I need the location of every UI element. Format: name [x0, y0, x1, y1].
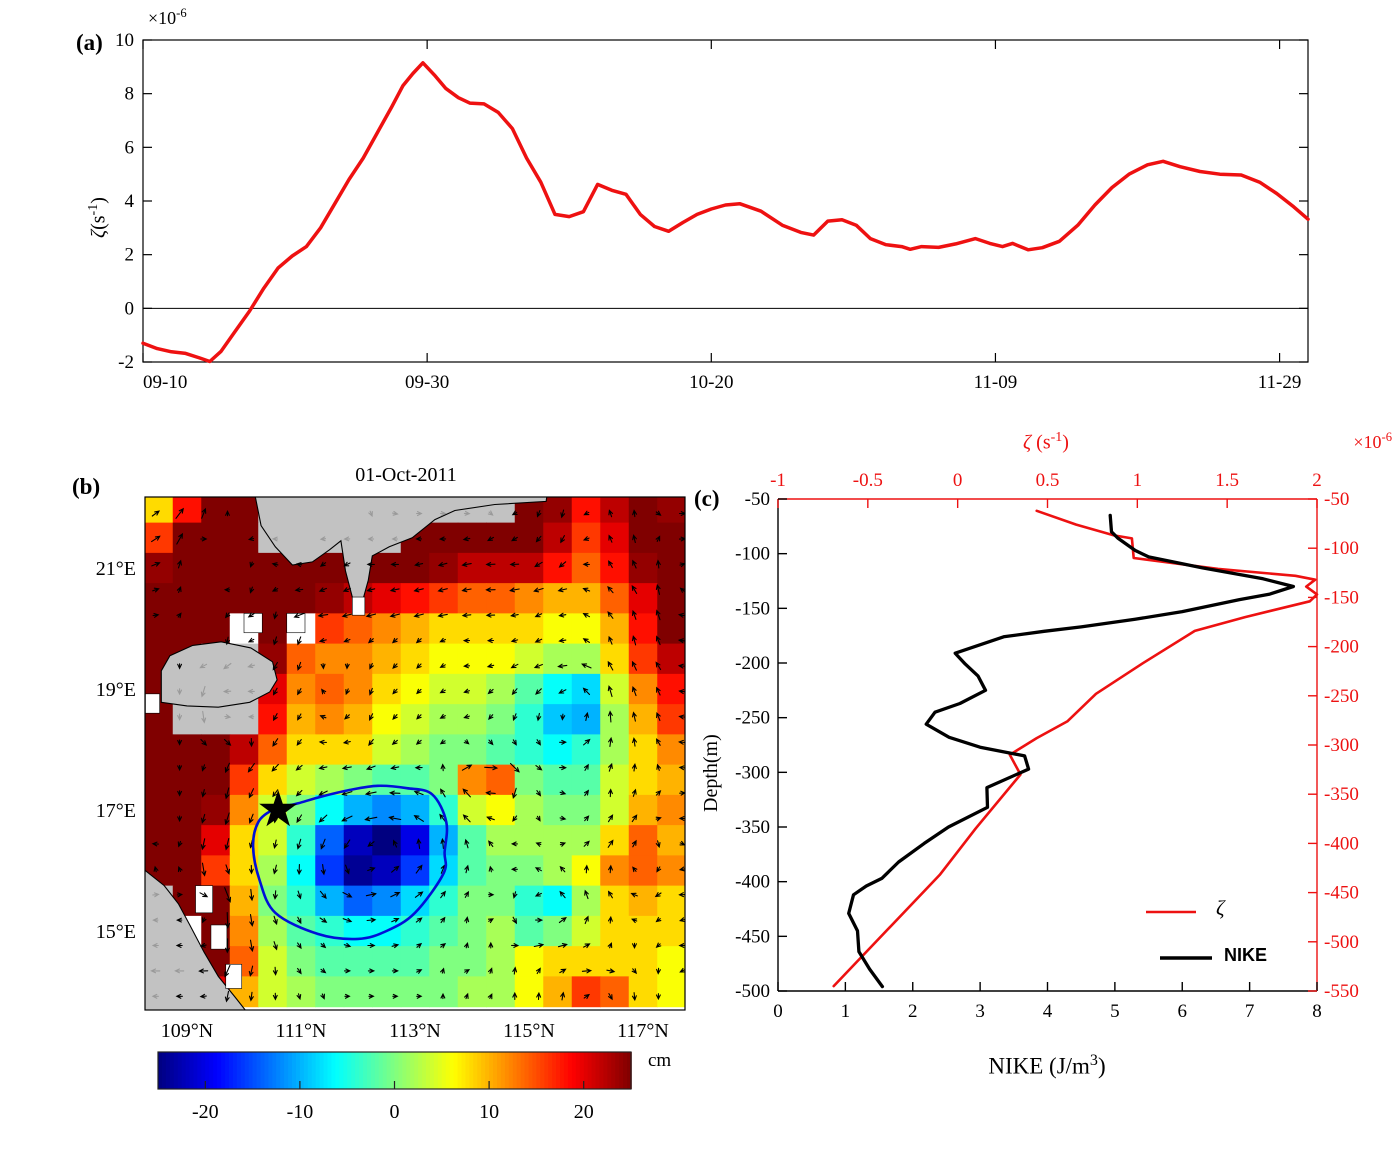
svg-text:-500: -500: [1324, 932, 1359, 953]
svg-text:-300: -300: [1324, 735, 1359, 756]
svg-text:109°N: 109°N: [161, 1020, 213, 1042]
panel-c-top-exponent: ×10-6: [1353, 430, 1392, 452]
svg-text:2: 2: [125, 245, 135, 266]
panel-c-letter: (c): [694, 486, 720, 511]
panel-c-axis-ticks: -1 -0.5 0 0.5 1 1.5 2 0 1 2 3 4 5 6 7 8 -50 -100 -150 -200 -…: [735, 470, 1359, 1022]
svg-text:-400: -400: [1324, 833, 1359, 854]
svg-text:113°N: 113°N: [389, 1020, 441, 1042]
svg-text:10: 10: [479, 1101, 499, 1123]
svg-text:-350: -350: [1324, 784, 1359, 805]
svg-text:17°E: 17°E: [96, 800, 136, 822]
svg-text:115°N: 115°N: [503, 1020, 555, 1042]
svg-text:-1: -1: [770, 470, 786, 491]
panel-b-letter: (b): [72, 474, 101, 499]
svg-text:-300: -300: [735, 762, 770, 783]
svg-text:0: 0: [773, 1001, 783, 1022]
svg-text:117°N: 117°N: [617, 1020, 669, 1042]
panel-c-xlabel: NIKE (J/m3): [988, 1052, 1106, 1079]
panel-a: [142, 39, 1309, 363]
svg-text:3: 3: [975, 1001, 985, 1022]
svg-text:0: 0: [953, 470, 963, 491]
panel-b-title: 01-Oct-2011: [355, 464, 457, 486]
svg-text:0.5: 0.5: [1036, 470, 1060, 491]
svg-text:1.5: 1.5: [1215, 470, 1239, 491]
svg-text:11-09: 11-09: [974, 372, 1018, 393]
panel-b-frame: 21°E 19°E 17°E 15°E 109°N 111°N 113°N 115°N 117°…: [96, 496, 686, 1042]
svg-text:-400: -400: [735, 872, 770, 893]
svg-text:-350: -350: [735, 817, 770, 838]
svg-text:-50: -50: [1324, 489, 1349, 510]
svg-text:8: 8: [1312, 1001, 1322, 1022]
svg-text:10-20: 10-20: [689, 372, 733, 393]
panel-a-series-line: [141, 61, 1310, 364]
svg-text:19°E: 19°E: [96, 679, 136, 701]
svg-text:2: 2: [1312, 470, 1322, 491]
quiver-arrows: [150, 507, 685, 1003]
svg-text:-50: -50: [745, 489, 770, 510]
svg-text:0: 0: [125, 298, 135, 319]
colorbar: -20 -10 0 10 20: [157, 1051, 632, 1123]
land-polygons: [145, 497, 548, 1010]
svg-text:2: 2: [908, 1001, 918, 1022]
svg-text:-500: -500: [735, 981, 770, 1002]
panel-c-ylabel: Depth(m): [700, 734, 722, 812]
svg-text:1: 1: [1133, 470, 1143, 491]
svg-text:6: 6: [1178, 1001, 1188, 1022]
svg-text:15°E: 15°E: [96, 921, 136, 943]
svg-text:-200: -200: [735, 653, 770, 674]
svg-text:111°N: 111°N: [276, 1020, 327, 1042]
colorbar-unit-label: cm: [648, 1050, 672, 1071]
svg-text:1: 1: [841, 1001, 851, 1022]
panel-a-exponent: ×10-6: [148, 6, 187, 28]
svg-text:-2: -2: [118, 352, 134, 373]
panel-c-legend: [1146, 910, 1212, 960]
svg-text:0: 0: [390, 1101, 400, 1123]
svg-text:-250: -250: [735, 708, 770, 729]
svg-text:09-30: 09-30: [405, 372, 449, 393]
svg-text:10: 10: [115, 30, 134, 51]
svg-text:-250: -250: [1324, 686, 1359, 707]
svg-text:6: 6: [125, 137, 135, 158]
eddy-center-star: [259, 790, 298, 827]
nike-profile-line: [847, 513, 1296, 989]
svg-text:-450: -450: [1324, 883, 1359, 904]
svg-text:-20: -20: [192, 1101, 219, 1123]
panel-a-ylabel: ζ(s-1): [86, 197, 110, 238]
panel-a-letter: (a): [76, 30, 103, 55]
svg-text:09-10: 09-10: [143, 372, 187, 393]
panel-c-top-axis-label: ζ (s-1): [1023, 430, 1069, 454]
svg-text:4: 4: [1043, 1001, 1053, 1022]
svg-text:11-29: 11-29: [1258, 372, 1302, 393]
svg-text:-150: -150: [1324, 587, 1359, 608]
svg-text:-550: -550: [1324, 981, 1359, 1002]
svg-text:-100: -100: [735, 544, 770, 565]
svg-text:21°E: 21°E: [96, 558, 136, 580]
svg-text:7: 7: [1245, 1001, 1255, 1022]
eddy-contour: [251, 784, 449, 941]
svg-text:4: 4: [125, 191, 135, 212]
svg-text:20: 20: [574, 1101, 594, 1123]
svg-text:-100: -100: [1324, 538, 1359, 559]
svg-text:-10: -10: [287, 1101, 314, 1123]
svg-text:-0.5: -0.5: [853, 470, 883, 491]
legend-nike-label: NIKE: [1224, 945, 1268, 965]
svg-text:8: 8: [125, 84, 135, 105]
svg-text:5: 5: [1110, 1001, 1120, 1022]
svg-text:-200: -200: [1324, 637, 1359, 658]
zeta-profile-line: [832, 509, 1319, 988]
panel-a-axis-ticks: 10 8 6 4 2 0 -2 09-10 09-30 10-20 11-09 11-29: [115, 30, 1308, 393]
svg-text:-450: -450: [735, 926, 770, 947]
svg-text:-150: -150: [735, 598, 770, 619]
legend-zeta-label: ζ: [1216, 896, 1225, 920]
